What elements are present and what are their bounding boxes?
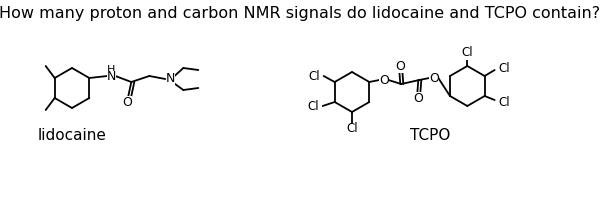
Text: Cl: Cl (461, 47, 473, 59)
Text: N: N (166, 72, 175, 84)
Text: Cl: Cl (499, 95, 510, 109)
Text: O: O (379, 73, 389, 87)
Text: Cl: Cl (308, 69, 320, 83)
Text: Cl: Cl (307, 99, 319, 113)
Text: N: N (107, 71, 116, 83)
Text: O: O (122, 95, 132, 109)
Text: How many proton and carbon NMR signals do lidocaine and TCPO contain?: How many proton and carbon NMR signals d… (0, 6, 600, 21)
Text: Cl: Cl (499, 62, 510, 74)
Text: Cl: Cl (346, 123, 358, 135)
Text: lidocaine: lidocaine (38, 129, 106, 144)
Text: TCPO: TCPO (410, 129, 450, 144)
Text: H: H (107, 65, 116, 75)
Text: O: O (395, 59, 405, 73)
Text: O: O (413, 92, 423, 104)
Text: O: O (430, 72, 439, 84)
